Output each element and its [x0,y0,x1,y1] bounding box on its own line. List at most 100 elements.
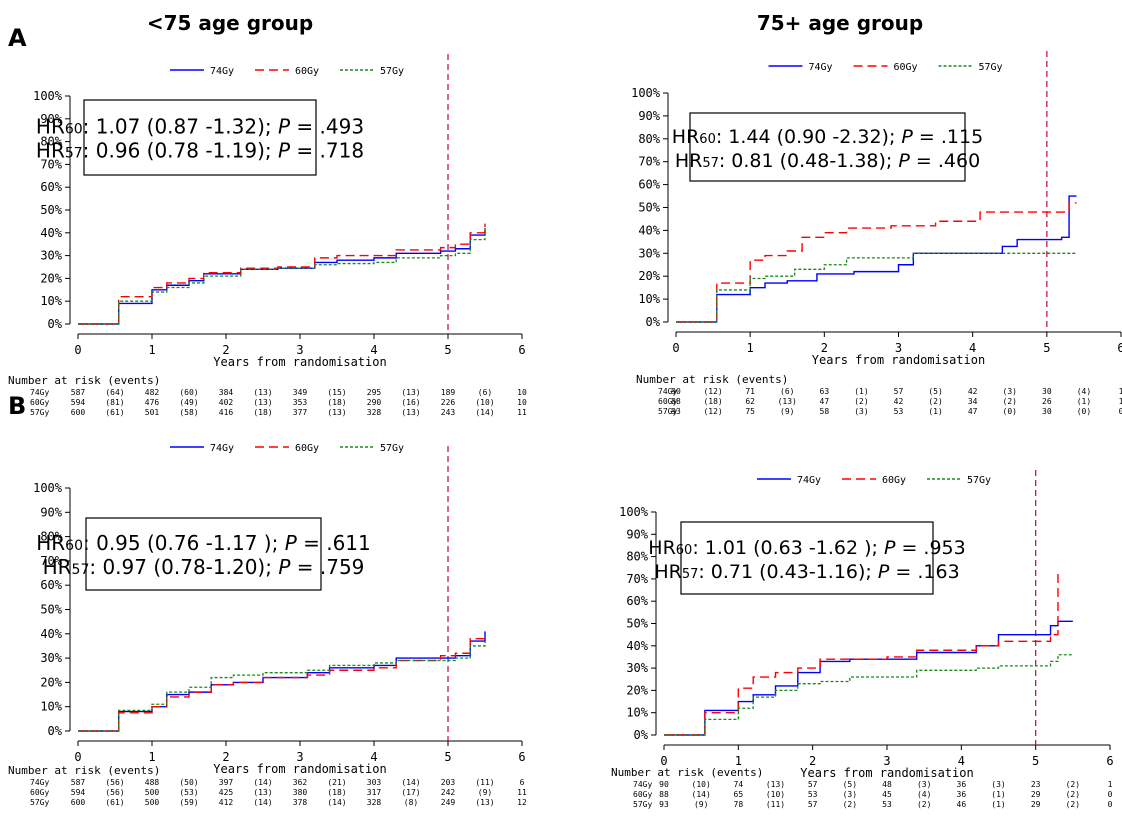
risk-row-label: 74Gy [30,388,49,397]
risk-row-label: 57Gy [633,800,652,809]
risk-table-cell: (13) [253,388,272,397]
hazard-ratio-box [85,517,322,591]
curve-60Gy [664,572,1059,736]
y-tick-label: 30% [40,651,62,665]
risk-table-cell: 57 [808,800,818,809]
hazard-ratio-box [680,521,934,595]
risk-table-cell: (12) [703,407,722,416]
risk-table-cell: 317 [367,788,382,797]
risk-table-cell: (3) [1003,387,1017,396]
y-tick-label: 50% [40,203,62,217]
hr-prefix: HR [36,139,65,163]
hazard-ratio-line: HR57: 0.81 (0.48-1.38); P = .460 [675,150,980,172]
risk-table-cell: 243 [441,408,456,417]
y-tick-label: 0% [646,315,661,329]
risk-table-cell: (1) [854,387,868,396]
risk-table-cell: 203 [441,778,456,787]
risk-table-title: Number at risk (events) [8,764,160,777]
risk-table-cell: 1 [1119,387,1122,396]
y-tick-label: 50% [626,617,648,631]
risk-table-cell: (56) [105,788,124,797]
risk-table-cell: 57 [894,387,904,396]
risk-table-cell: (11) [766,800,785,809]
risk-table-cell: (3) [917,780,931,789]
risk-table-cell: (14) [253,798,272,807]
y-tick-label: 10% [638,292,660,306]
hr-prefix: HR [36,115,65,139]
risk-table-cell: 42 [968,387,978,396]
risk-table-cell: (14) [401,778,420,787]
p-symbol: P [278,115,291,139]
curve-60Gy [78,633,486,732]
risk-table-cell: 425 [219,788,234,797]
risk-table-cell: 488 [145,778,160,787]
risk-table-cell: 587 [71,388,86,397]
risk-table-cell: 65 [734,790,744,799]
y-tick-label: 30% [40,249,62,263]
risk-table-cell: (49) [179,398,198,407]
risk-table-cell: 0 [1119,407,1122,416]
risk-table-cell: 600 [71,408,86,417]
hr-estimate: : 1.44 (0.90 -2.32); [716,126,902,148]
risk-table-cell: 30 [1042,387,1052,396]
risk-table-cell: (12) [703,387,722,396]
risk-row-label: 57Gy [658,407,677,416]
p-symbol: P [285,531,298,555]
risk-table-cell: 412 [219,798,234,807]
risk-table-cell: 47 [968,407,978,416]
risk-table-cell: 377 [293,408,308,417]
chart-panel-A-young: 0% 10% 20% 30% 40% 50% 60% 70% 80% 90% 100% 0 1 2 3 4 5 6… [8,54,527,417]
legend-label-57Gy: 57Gy [967,475,991,486]
risk-table-cell: 501 [145,408,160,417]
y-tick-label: 90% [40,505,62,519]
risk-table-cell: 46 [957,800,967,809]
p-symbol: P [901,126,913,148]
risk-table-cell: (9) [780,407,794,416]
risk-table-cell: (13) [401,408,420,417]
legend-label-74Gy: 74Gy [210,443,234,454]
risk-table-cell: (10) [692,780,711,789]
risk-table-cell: 290 [367,398,382,407]
x-tick-label: 2 [222,750,229,764]
x-axis-label: Years from randomisation [213,762,386,776]
risk-table-cell: 29 [1031,800,1041,809]
hazard-ratio-line: HR57: 0.96 (0.78 -1.19); P = .718 [36,139,364,163]
y-tick-label: 0% [634,728,649,742]
group-title-old: 75+ age group [757,11,923,35]
risk-table-cell: 36 [957,780,967,789]
risk-table-cell: 93 [659,800,669,809]
x-tick-label: 4 [370,750,377,764]
hr-estimate: : 0.71 (0.43-1.16); [698,561,878,583]
risk-table-cell: 380 [293,788,308,797]
risk-table-cell: (18) [327,788,346,797]
risk-table-cell: 500 [145,798,160,807]
risk-table-cell: 189 [441,388,456,397]
hr-subscript: 60 [65,122,83,138]
risk-row-label: 74Gy [30,778,49,787]
curve-60Gy [78,223,486,325]
risk-table-cell: (81) [105,398,124,407]
risk-table-cell: (18) [327,398,346,407]
risk-table-cell: (3) [991,780,1005,789]
hr-estimate: : 0.97 (0.78-1.20); [89,555,278,579]
y-tick-label: 60% [626,594,648,608]
risk-table-cell: (10) [475,398,494,407]
risk-table-cell: 10 [517,388,527,397]
risk-row-label: 60Gy [30,398,49,407]
risk-row-label: 74Gy [633,780,652,789]
hazard-ratio-line: HR60: 1.44 (0.90 -2.32); P = .115 [672,126,983,148]
x-axis-label: Years from randomisation [213,355,386,369]
risk-table-cell: 11 [517,788,527,797]
risk-table-cell: (0) [1077,407,1091,416]
y-tick-label: 70% [626,572,648,586]
y-tick-label: 10% [626,706,648,720]
risk-table-cell: (56) [105,778,124,787]
y-tick-label: 40% [40,226,62,240]
hr-estimate: : 0.81 (0.48-1.38); [719,150,899,172]
p-symbol: P [278,139,291,163]
risk-table-cell: (60) [179,388,198,397]
curve-57Gy [78,225,486,325]
risk-table-cell: 42 [894,397,904,406]
risk-table-cell: 62 [745,397,755,406]
hazard-ratio-line: HR57: 0.97 (0.78-1.20); P = .759 [43,555,365,579]
